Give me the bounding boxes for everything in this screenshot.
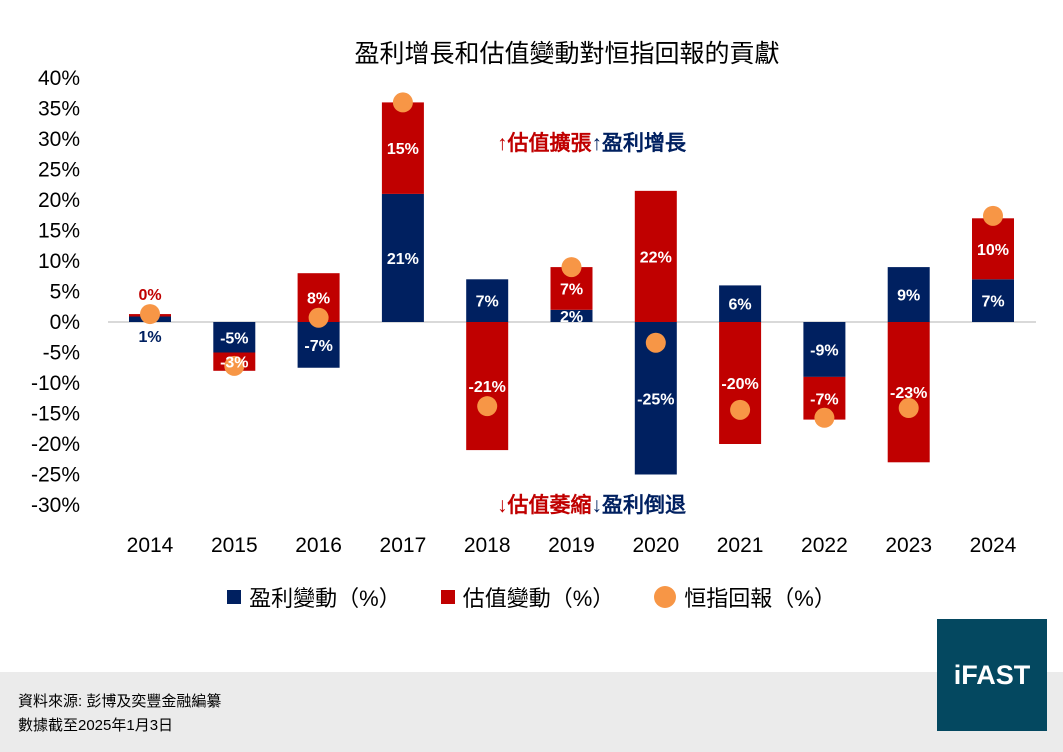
- y-tick-label: -20%: [31, 433, 80, 456]
- earnings-data-label: 6%: [729, 297, 752, 314]
- legend-swatch-earnings: [227, 590, 242, 604]
- valuation-data-label: -20%: [721, 376, 758, 393]
- x-tick-label: 2022: [801, 534, 848, 557]
- y-tick-label: -5%: [43, 342, 80, 365]
- annotation-valuation-contraction: ↓估值萎縮: [497, 494, 592, 517]
- return-marker: [898, 398, 919, 419]
- earnings-data-label: 9%: [897, 288, 920, 305]
- earnings-data-label: -5%: [220, 330, 248, 347]
- valuation-data-label: 8%: [307, 291, 330, 308]
- legend-marker-return: [654, 586, 677, 608]
- ifast-logo: iFAST: [937, 619, 1047, 731]
- y-tick-label: 30%: [38, 128, 80, 151]
- y-tick-label: -25%: [31, 464, 80, 487]
- valuation-bar: [972, 218, 1014, 280]
- valuation-data-label: -3%: [220, 355, 248, 372]
- earnings-bar: [550, 309, 593, 322]
- y-tick-label: 40%: [38, 67, 80, 90]
- earnings-bar: [887, 267, 930, 322]
- x-axis: 2014 2015 2016 2017 2018 2019 2020 2021 2022 2023…: [127, 534, 1017, 557]
- legend-earnings: 盈利變動（%）: [227, 581, 401, 613]
- earnings-bar: [466, 279, 509, 322]
- earnings-bar: [719, 285, 762, 322]
- footer: 資料來源: 彭博及奕豐金融編纂 數據截至2025年1月3日: [0, 672, 1063, 752]
- legend-label: 估值變動（%）: [462, 586, 615, 611]
- earnings-bar: [381, 193, 424, 322]
- earnings-bar: [297, 322, 340, 368]
- annotation-top: ↑估值擴張↑盈利增長: [497, 127, 686, 157]
- valuation-bar: [381, 102, 424, 194]
- x-tick-label: 2018: [464, 534, 511, 557]
- return-marker: [814, 407, 835, 428]
- return-marker: [645, 332, 666, 353]
- y-tick-label: 20%: [38, 189, 80, 212]
- earnings-data-label: 7%: [476, 294, 499, 311]
- x-tick-label: 2020: [632, 534, 679, 557]
- earnings-data-label: 21%: [387, 251, 419, 268]
- legend: 盈利變動（%） 估值變動（%） 恒指回報（%）: [0, 581, 1063, 613]
- legend-swatch-valuation: [440, 590, 455, 604]
- earnings-bar: [803, 322, 846, 377]
- return-marker: [730, 399, 751, 420]
- bars: 1% 0% -5% -3% -7% 8% 21% 15% 7% -21% 2% 7% -25% 22% 6%…: [129, 92, 1014, 475]
- valuation-data-label: 10%: [977, 242, 1009, 259]
- legend-return: 恒指回報（%）: [654, 581, 836, 613]
- return-marker: [561, 257, 582, 278]
- x-tick-label: 2024: [970, 534, 1017, 557]
- valuation-data-label: -21%: [469, 379, 506, 396]
- y-tick-label: 5%: [50, 281, 80, 304]
- earnings-bar: [213, 322, 256, 353]
- valuation-data-label: 7%: [560, 281, 583, 298]
- x-tick-label: 2017: [380, 534, 427, 557]
- x-tick-label: 2015: [211, 534, 258, 557]
- y-tick-label: 0%: [50, 311, 80, 334]
- annotation-valuation-expansion: ↑估值擴張: [497, 132, 592, 155]
- valuation-bar: [466, 322, 509, 451]
- y-axis: 40% 35% 30% 25% 20% 15% 10% 5% 0% -5% -10% -15% -20%…: [31, 67, 80, 517]
- return-marker: [392, 92, 413, 113]
- earnings-data-label: 1%: [138, 329, 161, 346]
- valuation-data-label: 15%: [387, 141, 419, 158]
- annotation-earnings-growth: ↑盈利增長: [591, 132, 687, 155]
- earnings-bar: [972, 279, 1014, 322]
- y-tick-label: 25%: [38, 159, 80, 182]
- y-tick-label: -30%: [31, 494, 80, 517]
- legend-valuation: 估值變動（%）: [440, 581, 615, 613]
- y-tick-label: -10%: [31, 372, 80, 395]
- return-marker: [477, 396, 498, 417]
- annotation-bottom: ↓估值萎縮↓盈利倒退: [497, 489, 686, 519]
- x-tick-label: 2014: [127, 534, 174, 557]
- legend-label: 盈利變動（%）: [249, 586, 401, 611]
- valuation-bar: [887, 322, 930, 463]
- earnings-data-label: -25%: [637, 391, 674, 408]
- return-marker: [308, 307, 329, 328]
- valuation-data-label: -7%: [810, 391, 838, 408]
- x-tick-label: 2019: [548, 534, 595, 557]
- earnings-data-label: 7%: [981, 294, 1004, 311]
- return-marker: [140, 304, 160, 325]
- valuation-data-label: -23%: [890, 385, 927, 402]
- x-tick-label: 2023: [885, 534, 932, 557]
- valuation-data-label: 22%: [640, 249, 672, 266]
- chart-title: 盈利增長和估值變動對恒指回報的貢獻: [354, 40, 779, 68]
- source-note: 資料來源: 彭博及奕豐金融編纂: [18, 693, 222, 710]
- earnings-data-label: -9%: [810, 342, 838, 359]
- x-tick-label: 2021: [717, 534, 764, 557]
- valuation-bar: [634, 190, 677, 322]
- y-tick-label: -15%: [31, 403, 80, 426]
- y-tick-label: 10%: [38, 250, 80, 273]
- earnings-data-label: -7%: [304, 338, 332, 355]
- date-note: 數據截至2025年1月3日: [18, 717, 174, 734]
- earnings-data-label: 2%: [560, 309, 583, 326]
- legend-label: 恒指回報（%）: [684, 586, 836, 611]
- valuation-data-label: 0%: [138, 287, 161, 304]
- y-tick-label: 15%: [38, 220, 80, 243]
- valuation-bar: [719, 322, 762, 444]
- return-marker: [224, 355, 245, 376]
- x-tick-label: 2016: [295, 534, 342, 557]
- y-tick-label: 35%: [38, 98, 80, 121]
- annotation-earnings-decline: ↓盈利倒退: [591, 494, 687, 517]
- return-marker: [983, 205, 1003, 226]
